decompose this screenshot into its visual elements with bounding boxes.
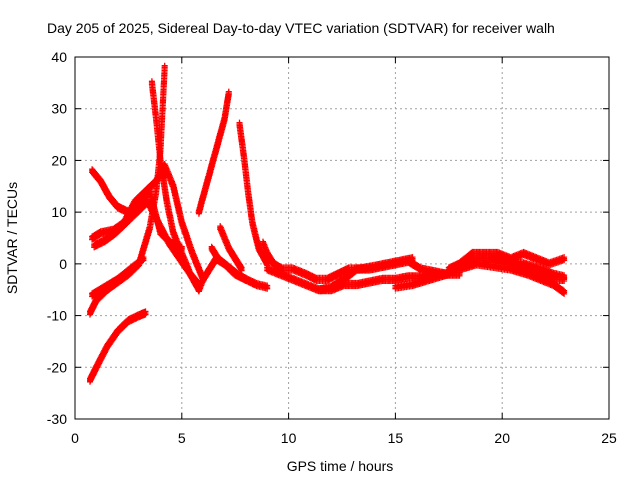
- data-point-markers: [87, 62, 168, 318]
- plot-frame: [74, 56, 610, 420]
- series-track-1: [87, 62, 168, 318]
- y-tick-label: -20: [47, 359, 67, 375]
- series-track-11: [217, 223, 245, 274]
- series-track-12: [236, 119, 271, 269]
- chart-title: Day 205 of 2025, Sidereal Day-to-day VTE…: [47, 20, 555, 36]
- data-point-markers: [456, 259, 568, 297]
- y-tick-label: 40: [51, 49, 67, 65]
- data-layer: [87, 62, 568, 385]
- series-track-7: [148, 78, 202, 295]
- data-point-markers: [236, 119, 271, 269]
- x-tick-label: 15: [388, 430, 404, 446]
- data-point-markers: [208, 243, 249, 284]
- series-track-10: [208, 243, 249, 284]
- y-tick-label: 30: [51, 101, 67, 117]
- data-point-markers: [488, 254, 568, 282]
- data-point-markers: [195, 88, 232, 217]
- data-point-markers: [217, 223, 245, 274]
- y-tick-label: -10: [47, 308, 67, 324]
- x-tick-label: 0: [71, 430, 79, 446]
- y-tick-label: 10: [51, 204, 67, 220]
- data-point-markers: [148, 78, 202, 295]
- series-track-19: [488, 254, 568, 282]
- data-point-markers: [87, 308, 149, 385]
- x-tick-label: 10: [281, 430, 297, 446]
- x-tick-label: 25: [601, 430, 617, 446]
- data-point-markers: [89, 254, 147, 300]
- series-track-2: [87, 308, 149, 385]
- x-tick-label: 5: [178, 430, 186, 446]
- y-tick-label: 0: [59, 256, 67, 272]
- x-axis-label: GPS time / hours: [287, 458, 394, 474]
- y-axis-label: SDTVAR / TECUs: [4, 182, 20, 294]
- ticks: 0 5 10 15 20 25 -30 -20 -10 0 10 20 30 40: [47, 49, 617, 446]
- y-tick-label: -30: [47, 411, 67, 427]
- grid: [75, 57, 609, 419]
- series-track-8: [195, 88, 232, 217]
- series-track-18: [456, 259, 568, 297]
- x-tick-label: 20: [494, 430, 510, 446]
- series-track-3: [89, 254, 147, 300]
- y-tick-label: 20: [51, 152, 67, 168]
